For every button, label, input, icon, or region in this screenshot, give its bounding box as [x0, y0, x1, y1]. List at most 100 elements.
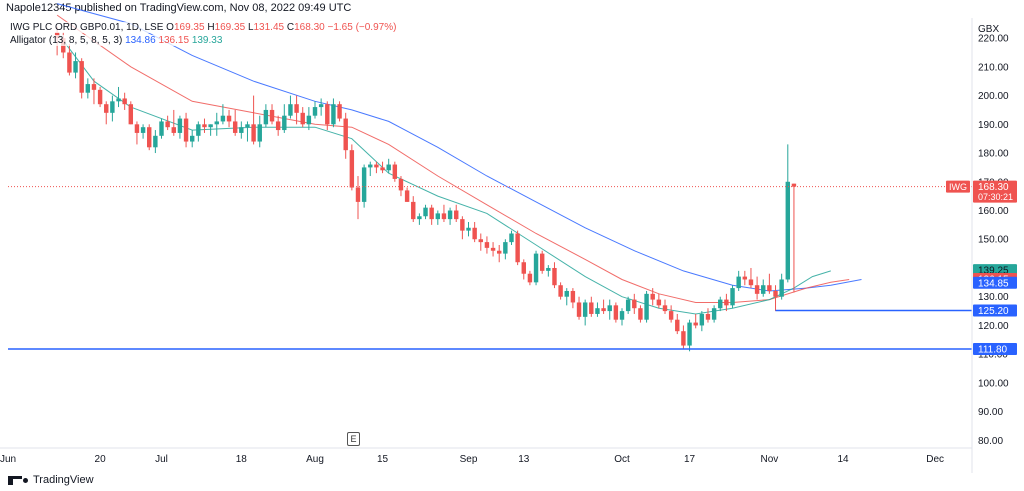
- candle[interactable]: [460, 216, 465, 240]
- candle[interactable]: [165, 115, 170, 131]
- candle[interactable]: [435, 210, 441, 225]
- candle[interactable]: [662, 299, 668, 314]
- candle[interactable]: [177, 115, 183, 139]
- candle[interactable]: [552, 262, 557, 289]
- candle[interactable]: [392, 161, 398, 182]
- candle[interactable]: [104, 101, 109, 125]
- candle[interactable]: [282, 104, 287, 133]
- candle[interactable]: [386, 158, 391, 174]
- candle[interactable]: [484, 236, 490, 254]
- candle[interactable]: [251, 95, 256, 145]
- candle[interactable]: [398, 176, 404, 197]
- candle[interactable]: [687, 319, 692, 352]
- candle[interactable]: [128, 101, 134, 125]
- candle[interactable]: [638, 305, 643, 323]
- candle[interactable]: [699, 311, 705, 332]
- candle[interactable]: [625, 296, 631, 314]
- candle[interactable]: [472, 222, 477, 243]
- candle[interactable]: [245, 121, 250, 142]
- candle[interactable]: [454, 204, 459, 223]
- candle[interactable]: [595, 302, 600, 317]
- candle[interactable]: [607, 299, 612, 320]
- candle[interactable]: [619, 308, 625, 326]
- candle[interactable]: [257, 115, 262, 148]
- candle[interactable]: [533, 250, 539, 286]
- candle[interactable]: [613, 302, 619, 323]
- candle[interactable]: [202, 118, 207, 133]
- candle[interactable]: [650, 288, 655, 306]
- candle[interactable]: [116, 86, 121, 108]
- candle[interactable]: [730, 285, 735, 309]
- candle[interactable]: [632, 293, 637, 314]
- candle[interactable]: [718, 296, 723, 312]
- candle[interactable]: [153, 130, 158, 154]
- candle[interactable]: [490, 242, 496, 257]
- candle[interactable]: [220, 104, 226, 125]
- candle[interactable]: [325, 101, 330, 131]
- candle[interactable]: [312, 101, 318, 119]
- candle[interactable]: [196, 121, 201, 142]
- candle[interactable]: [122, 92, 127, 110]
- candle[interactable]: [668, 305, 674, 323]
- candle[interactable]: [748, 267, 754, 289]
- candle[interactable]: [85, 78, 91, 99]
- symbol-tag[interactable]: IWG: [946, 180, 970, 193]
- candle[interactable]: [189, 130, 195, 148]
- candle[interactable]: [239, 121, 244, 139]
- candle[interactable]: [374, 161, 379, 174]
- candle[interactable]: [527, 270, 533, 286]
- candle[interactable]: [742, 270, 748, 286]
- candle[interactable]: [294, 95, 299, 125]
- candle[interactable]: [147, 124, 152, 151]
- candle[interactable]: [546, 265, 551, 277]
- candle[interactable]: [232, 109, 238, 136]
- candle[interactable]: [496, 244, 502, 263]
- candle[interactable]: [724, 293, 729, 312]
- candle[interactable]: [343, 112, 348, 159]
- candle[interactable]: [576, 296, 582, 320]
- candle[interactable]: [570, 288, 576, 309]
- horizontal-line-tag[interactable]: 125.20: [973, 304, 1017, 318]
- candle[interactable]: [675, 313, 680, 335]
- candle[interactable]: [269, 104, 275, 125]
- candle[interactable]: [331, 98, 336, 128]
- candle[interactable]: [73, 52, 78, 79]
- candle[interactable]: [404, 187, 410, 202]
- candle[interactable]: [509, 230, 514, 245]
- candle[interactable]: [515, 230, 520, 266]
- candle[interactable]: [79, 58, 84, 99]
- candle[interactable]: [681, 325, 686, 349]
- candle[interactable]: [736, 270, 741, 291]
- candle[interactable]: [171, 109, 176, 136]
- candle[interactable]: [466, 222, 471, 237]
- candle[interactable]: [779, 273, 784, 300]
- candle[interactable]: [183, 112, 189, 148]
- candle[interactable]: [785, 144, 791, 283]
- candle[interactable]: [582, 299, 588, 326]
- candle[interactable]: [711, 305, 717, 323]
- earnings-event-marker[interactable]: E: [347, 432, 360, 446]
- candle[interactable]: [67, 43, 72, 76]
- candle[interactable]: [754, 276, 760, 300]
- candle[interactable]: [275, 115, 281, 136]
- candle[interactable]: [214, 112, 219, 136]
- candle[interactable]: [761, 279, 766, 297]
- candle[interactable]: [521, 259, 526, 280]
- candle[interactable]: [656, 293, 662, 309]
- candle[interactable]: [601, 299, 606, 314]
- candle[interactable]: [349, 144, 355, 191]
- candle[interactable]: [134, 121, 140, 145]
- candle[interactable]: [263, 104, 269, 128]
- candle[interactable]: [91, 78, 97, 105]
- candle[interactable]: [306, 107, 312, 131]
- candle[interactable]: [337, 101, 342, 122]
- candle[interactable]: [441, 204, 447, 223]
- candle[interactable]: [423, 204, 428, 220]
- candle[interactable]: [300, 107, 305, 128]
- candle[interactable]: [791, 183, 797, 293]
- candle[interactable]: [644, 290, 649, 323]
- candle[interactable]: [159, 118, 164, 139]
- candle[interactable]: [767, 273, 772, 294]
